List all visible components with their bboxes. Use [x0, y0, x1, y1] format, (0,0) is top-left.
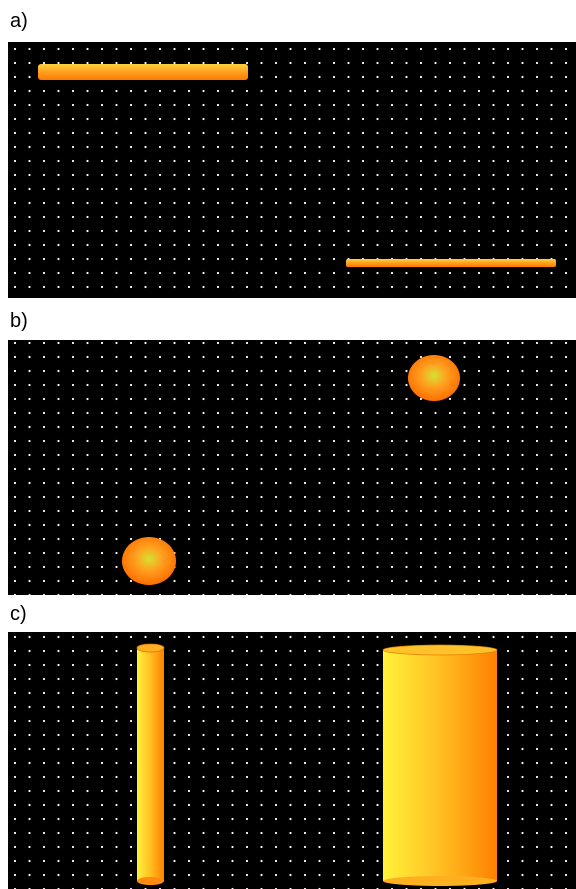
panel-b: b)	[8, 310, 576, 595]
rod	[38, 64, 248, 80]
sphere	[408, 355, 460, 401]
figure: a) b) c)	[0, 0, 576, 889]
cylinder	[383, 645, 497, 886]
panel-c: c)	[8, 603, 576, 889]
panel-label: c)	[10, 603, 27, 625]
panel-a: a)	[8, 10, 576, 298]
sphere	[122, 537, 176, 585]
panel-label: b)	[10, 310, 28, 332]
cylinder	[137, 644, 164, 885]
rod	[346, 259, 556, 267]
panel-label: a)	[10, 10, 28, 32]
dot-grid	[8, 340, 576, 595]
